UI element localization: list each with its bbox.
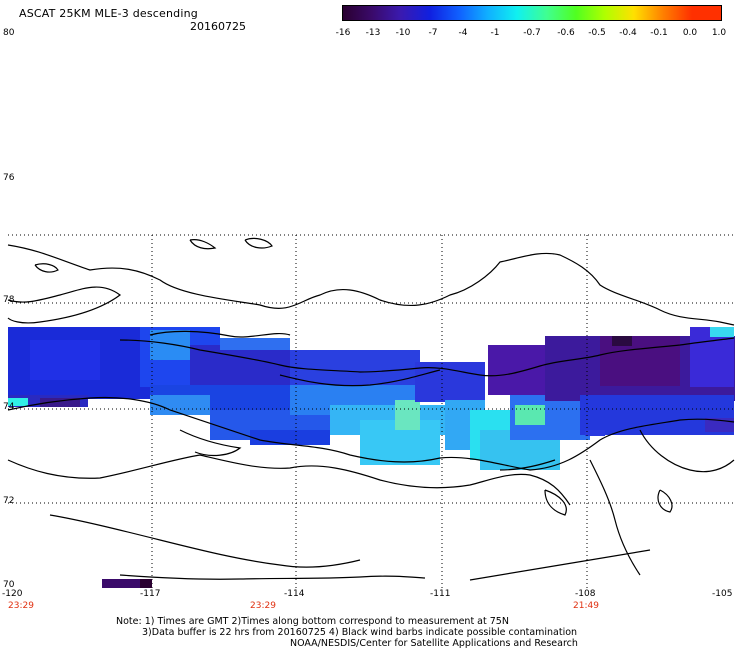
colorbar-label: -13 <box>365 28 381 38</box>
colorbar-label: -7 <box>428 28 438 38</box>
x-label: -114 <box>284 589 305 599</box>
graticule <box>8 234 734 588</box>
colorbar-label: -1 <box>490 28 500 38</box>
time-label: 23:29 <box>250 601 276 611</box>
map-date: 20160725 <box>190 20 246 33</box>
colorbar-segment <box>401 6 431 20</box>
x-label: -111 <box>430 589 451 599</box>
y-label: 80 <box>3 28 15 38</box>
colorbar-segment <box>343 6 373 20</box>
y-label: 78 <box>3 295 15 305</box>
x-label: -108 <box>575 589 596 599</box>
x-label: -120 <box>2 589 23 599</box>
colorbar-label: 1.0 <box>711 28 727 38</box>
y-label: 72 <box>3 496 15 506</box>
colorbar-segment <box>662 6 692 20</box>
colorbar-label: -0.5 <box>588 28 606 38</box>
x-label: -117 <box>140 589 161 599</box>
y-label: 76 <box>3 173 15 183</box>
time-label: 21:49 <box>573 601 599 611</box>
swath-fragment <box>102 579 152 588</box>
y-label: 70 <box>3 580 15 590</box>
note-line-2: 3)Data buffer is 22 hrs from 20160725 4)… <box>142 627 578 638</box>
colorbar-segment <box>517 6 547 20</box>
colorbar-label: -16 <box>335 28 351 38</box>
colorbar-label: -0.7 <box>523 28 541 38</box>
time-label: 23:29 <box>8 601 34 611</box>
colorbar-segment <box>488 6 518 20</box>
colorbar-label: -10 <box>395 28 411 38</box>
note-line-3: NOAA/NESDIS/Center for Satellite Applica… <box>290 638 578 649</box>
colorbar-segment <box>575 6 605 20</box>
x-label: -105 <box>712 589 733 599</box>
colorbar-segment <box>459 6 489 20</box>
colorbar-segment <box>372 6 402 20</box>
colorbar <box>342 5 722 21</box>
note-line-1: Note: 1) Times are GMT 2)Times along bot… <box>116 616 509 627</box>
y-label: 74 <box>3 402 15 412</box>
coastlines <box>7 237 735 581</box>
colorbar-segment <box>546 6 576 20</box>
colorbar-label: -0.6 <box>557 28 575 38</box>
wind-swath <box>8 327 735 470</box>
colorbar-segment <box>604 6 634 20</box>
colorbar-segment <box>691 6 722 20</box>
colorbar-segment <box>633 6 663 20</box>
colorbar-segment <box>430 6 460 20</box>
colorbar-label: -0.4 <box>619 28 637 38</box>
colorbar-label: -4 <box>458 28 468 38</box>
colorbar-label: 0.0 <box>682 28 698 38</box>
map-title: ASCAT 25KM MLE-3 descending <box>19 7 198 20</box>
colorbar-labels: -16 -13 -10 -7 -4 -1 -0.7 -0.6 -0.5 -0.4… <box>0 0 740 40</box>
colorbar-label: -0.1 <box>650 28 668 38</box>
